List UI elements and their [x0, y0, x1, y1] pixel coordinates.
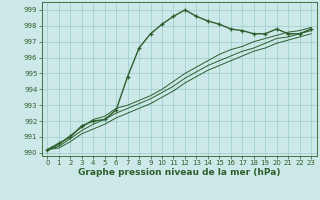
X-axis label: Graphe pression niveau de la mer (hPa): Graphe pression niveau de la mer (hPa): [78, 168, 280, 177]
